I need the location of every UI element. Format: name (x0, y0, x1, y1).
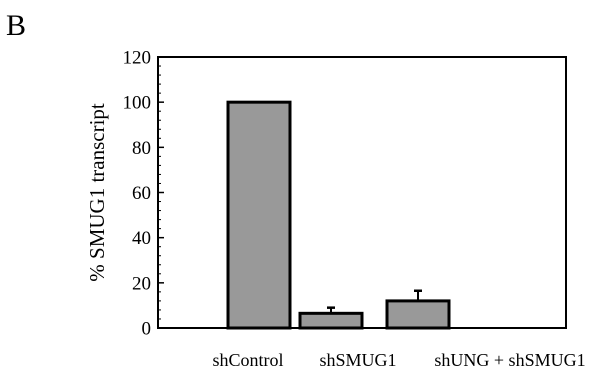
y-tick-label: 60 (132, 183, 151, 204)
y-tick-label: 20 (132, 273, 151, 294)
bar (385, 299, 451, 330)
x-category-label: shUNG + shSMUG1 (434, 350, 585, 370)
bar (298, 311, 364, 330)
bar-chart: 0 20 40 60 80 100 120 % SMUG1 transcript shContr… (85, 48, 586, 371)
y-tick-label: 120 (123, 48, 152, 69)
y-tick-label: 40 (132, 228, 151, 249)
y-tick-label: 0 (142, 319, 152, 340)
y-tick-label: 100 (123, 93, 152, 114)
y-tick-label: 80 (132, 138, 151, 159)
x-category-label: shControl (212, 350, 283, 370)
plot-frame (157, 56, 567, 329)
panel-label: B (6, 9, 26, 42)
x-category-label: shSMUG1 (319, 350, 396, 370)
y-axis-label: % SMUG1 transcript (85, 103, 109, 282)
bar (226, 100, 292, 330)
